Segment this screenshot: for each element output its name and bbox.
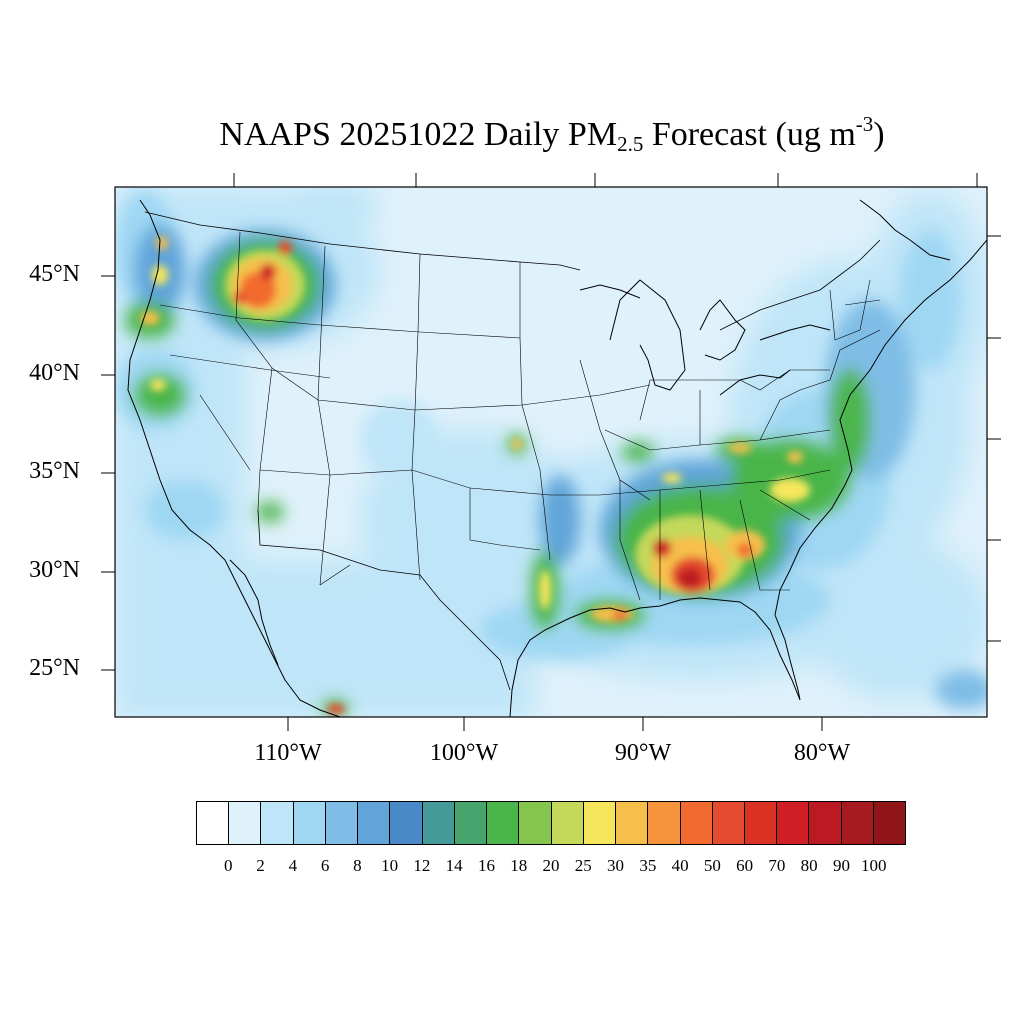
colorbar-swatch [229, 802, 262, 844]
title-after: Forecast (ug m [643, 116, 856, 153]
colorbar-swatch [551, 802, 584, 844]
colorbar-tick-label: 0 [224, 856, 233, 875]
colorbar-tick-label: 14 [445, 856, 463, 875]
colorbar-swatch [422, 802, 455, 844]
colorbar-swatch [293, 802, 326, 844]
colorbar-tick-label: 2 [256, 856, 265, 875]
high-areas [140, 236, 810, 714]
country-border [144, 211, 881, 691]
coastline [127, 199, 987, 717]
colorbar-tick-label: 20 [542, 856, 560, 875]
colorbar-tick-label: 70 [768, 856, 786, 875]
colorbar-tick-label: 4 [288, 856, 298, 875]
colorbar-tick-label: 30 [607, 856, 625, 875]
title-close: ) [873, 116, 885, 153]
lat-label-40: 40°N [29, 360, 80, 386]
colorbar-tick-label: 25 [574, 856, 592, 875]
colorbar-swatch [841, 802, 874, 844]
title-subscript: 2.5 [617, 132, 644, 156]
colorbar-tick-label: 35 [639, 856, 657, 875]
colorbar-swatch [454, 802, 488, 844]
lon-label-100w: 100°W [429, 740, 499, 766]
colorbar-tick-label: 80 [800, 856, 818, 875]
colorbar-swatch [519, 802, 552, 844]
state-lines [159, 231, 881, 601]
colorbar-tick-label: 100 [860, 856, 887, 875]
concentration-field [115, 187, 987, 717]
map-frame [114, 186, 988, 718]
title-superscript: -3 [855, 112, 874, 136]
colorbar-swatch [261, 802, 294, 844]
colorbar-tick-label: 60 [736, 856, 754, 875]
colorbar-tick-label: 12 [413, 856, 431, 875]
colorbar-swatch [325, 802, 359, 844]
colorbar-tick-label: 6 [320, 856, 330, 875]
colorbar-swatch [680, 802, 713, 844]
lat-label-45: 45°N [29, 261, 80, 287]
lon-label-80w: 80°W [793, 740, 851, 766]
lon-label-90w: 90°W [614, 740, 672, 766]
colorbar-swatch [809, 802, 842, 844]
colorbar-tick-label: 50 [703, 856, 721, 875]
colorbar-swatch [583, 802, 617, 844]
colorbar-labels: 0 2 4 6 8 10 12 14 16 18 20 25 30 35 40 50 60 70 80 90 100 [196, 856, 906, 880]
lat-label-25: 25°N [29, 655, 80, 681]
colorbar-tick-label: 16 [477, 856, 495, 875]
colorbar-tick-label: 18 [510, 856, 528, 875]
map-title: NAAPS 20251022 Daily PM2.5 Forecast (ug … [0, 112, 1024, 157]
colorbar-swatch [487, 802, 520, 844]
colorbar-swatch [358, 802, 391, 844]
colorbar-swatch [197, 802, 230, 844]
lat-label-35: 35°N [29, 458, 80, 484]
colorbar-tick-label: 10 [381, 856, 399, 875]
colorbar-tick-label: 40 [671, 856, 689, 875]
colorbar-swatch [616, 802, 649, 844]
colorbar-tick-label: 90 [832, 856, 850, 875]
colorbar-swatch [873, 802, 906, 844]
colorbar-swatch [777, 802, 810, 844]
colorbar [196, 801, 906, 845]
colorbar-tick-label: 8 [353, 856, 362, 875]
colorbar-swatch [390, 802, 423, 844]
lat-label-30: 30°N [29, 557, 80, 583]
colorbar-swatch [648, 802, 681, 844]
tick-marks [101, 173, 1001, 731]
colorbar-swatch [744, 802, 778, 844]
lon-label-110w: 110°W [254, 740, 322, 766]
colorbar-swatch [712, 802, 745, 844]
map-boundaries [127, 199, 987, 717]
title-main: NAAPS 20251022 Daily PM [219, 116, 618, 153]
